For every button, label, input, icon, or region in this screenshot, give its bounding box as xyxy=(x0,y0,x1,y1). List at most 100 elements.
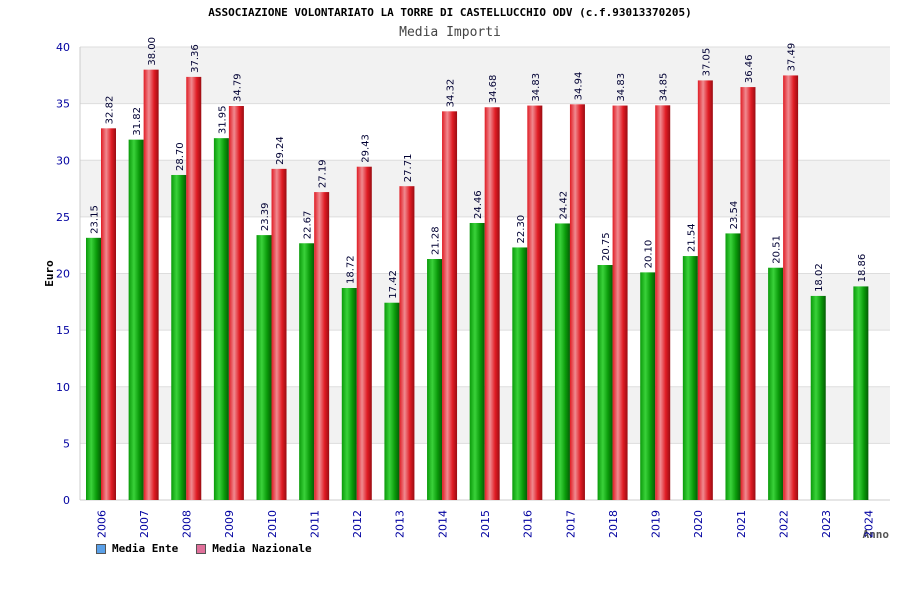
y-tick-label: 15 xyxy=(56,324,70,337)
y-tick-label: 10 xyxy=(56,381,70,394)
bar-media-nazionale xyxy=(271,168,287,500)
data-label-media-ente: 23.15 xyxy=(90,205,101,234)
bar-media-nazionale xyxy=(101,128,116,500)
bar-media-ente xyxy=(256,235,272,500)
y-tick-label: 0 xyxy=(63,494,70,507)
data-label-media-ente: 31.82 xyxy=(132,107,143,136)
bar-media-nazionale xyxy=(612,105,628,501)
chart-subtitle: Media Importi xyxy=(399,25,501,40)
data-label-media-nazionale: 34.85 xyxy=(659,73,670,102)
bar-media-nazionale xyxy=(356,166,372,500)
chart-title: ASSOCIAZIONE VOLONTARIATO LA TORRE DI CA… xyxy=(208,6,692,19)
y-axis-label: Euro xyxy=(43,260,56,287)
x-tick-label: 2006 xyxy=(95,510,108,538)
data-label-media-ente: 21.28 xyxy=(431,226,442,255)
bar-media-nazionale xyxy=(655,105,671,500)
data-label-media-nazionale: 37.49 xyxy=(787,43,798,72)
y-tick-label: 30 xyxy=(56,154,70,167)
x-axis-label: Anno xyxy=(863,528,890,541)
data-label-media-nazionale: 27.71 xyxy=(403,154,414,183)
x-tick-label: 2015 xyxy=(479,510,492,538)
data-label-media-nazionale: 29.24 xyxy=(275,136,286,165)
y-tick-label: 35 xyxy=(56,98,70,111)
bar-media-ente xyxy=(810,295,826,500)
data-label-media-ente: 22.30 xyxy=(516,215,527,244)
legend-item-nazionale: Media Nazionale xyxy=(196,542,312,555)
bar-media-ente xyxy=(597,265,613,500)
bar-media-ente xyxy=(128,139,144,501)
data-label-media-ente: 24.46 xyxy=(473,190,484,219)
y-tick-label: 5 xyxy=(63,437,70,450)
y-tick-label: 20 xyxy=(56,268,70,281)
bar-media-ente xyxy=(86,237,101,501)
bar-media-ente xyxy=(299,243,315,500)
data-label-media-ente: 28.70 xyxy=(175,142,186,171)
x-tick-label: 2012 xyxy=(351,510,364,538)
x-tick-label: 2024 xyxy=(863,510,876,538)
x-tick-label: 2020 xyxy=(692,510,705,538)
legend: Media Ente Media Nazionale xyxy=(96,542,312,555)
bar-media-ente xyxy=(682,256,698,500)
bar-media-ente xyxy=(853,286,869,500)
data-label-media-ente: 23.54 xyxy=(729,201,740,230)
data-label-media-nazionale: 34.83 xyxy=(616,73,627,102)
data-label-media-nazionale: 32.82 xyxy=(105,96,116,125)
grid-band xyxy=(80,47,890,104)
bar-media-nazionale xyxy=(143,69,159,501)
legend-label-ente: Media Ente xyxy=(112,542,179,555)
bar-media-ente xyxy=(384,302,400,500)
data-label-media-nazionale: 29.43 xyxy=(360,134,371,163)
data-label-media-ente: 20.10 xyxy=(644,240,655,269)
legend-label-nazionale: Media Nazionale xyxy=(212,542,312,555)
x-tick-label: 2021 xyxy=(735,510,748,538)
data-label-media-ente: 23.39 xyxy=(260,202,271,231)
x-tick-label: 2010 xyxy=(266,510,279,538)
x-tick-label: 2016 xyxy=(522,510,535,538)
bar-media-nazionale xyxy=(783,75,799,500)
data-label-media-nazionale: 34.68 xyxy=(488,75,499,104)
data-label-media-ente: 17.42 xyxy=(388,270,399,299)
bar-media-nazionale xyxy=(697,80,713,500)
data-label-media-nazionale: 27.19 xyxy=(318,159,329,188)
x-tick-label: 2014 xyxy=(436,510,449,538)
legend-item-ente: Media Ente xyxy=(96,542,178,555)
x-tick-label: 2009 xyxy=(223,510,236,538)
bar-media-ente xyxy=(640,272,656,500)
bar-media-ente xyxy=(171,174,187,500)
x-tick-label: 2019 xyxy=(650,510,663,538)
x-tick-label: 2023 xyxy=(820,510,833,538)
legend-swatch-nazionale xyxy=(196,543,207,554)
bar-media-ente xyxy=(341,287,357,500)
bar-media-nazionale xyxy=(527,105,543,501)
data-label-media-nazionale: 34.94 xyxy=(573,72,584,101)
x-tick-label: 2018 xyxy=(607,510,620,538)
data-label-media-nazionale: 34.79 xyxy=(232,73,243,102)
data-label-media-nazionale: 37.05 xyxy=(701,48,712,77)
bar-media-nazionale xyxy=(399,186,415,500)
bar-media-nazionale xyxy=(740,87,756,500)
data-label-media-nazionale: 38.00 xyxy=(147,37,158,66)
data-label-media-nazionale: 36.46 xyxy=(744,54,755,83)
bar-media-ente xyxy=(768,267,784,500)
bar-media-nazionale xyxy=(186,76,202,500)
x-tick-label: 2013 xyxy=(394,510,407,538)
data-label-media-ente: 18.02 xyxy=(814,263,825,292)
bar-media-nazionale xyxy=(314,192,330,501)
bar-media-nazionale xyxy=(442,111,458,501)
bar-media-ente xyxy=(469,222,485,501)
data-label-media-ente: 20.51 xyxy=(772,235,783,264)
x-tick-label: 2008 xyxy=(181,510,194,538)
bar-media-nazionale xyxy=(228,106,244,501)
x-tick-label: 2017 xyxy=(564,510,577,538)
data-label-media-nazionale: 34.32 xyxy=(446,79,457,108)
bar-media-nazionale xyxy=(484,107,500,501)
bar-media-ente xyxy=(427,259,443,500)
bar-media-ente xyxy=(725,233,741,501)
data-label-media-ente: 22.67 xyxy=(303,211,314,240)
bar-media-ente xyxy=(512,247,528,500)
y-tick-label: 25 xyxy=(56,211,70,224)
bar-media-ente xyxy=(213,138,229,500)
x-tick-label: 2011 xyxy=(308,510,321,538)
data-label-media-ente: 18.86 xyxy=(857,254,868,283)
